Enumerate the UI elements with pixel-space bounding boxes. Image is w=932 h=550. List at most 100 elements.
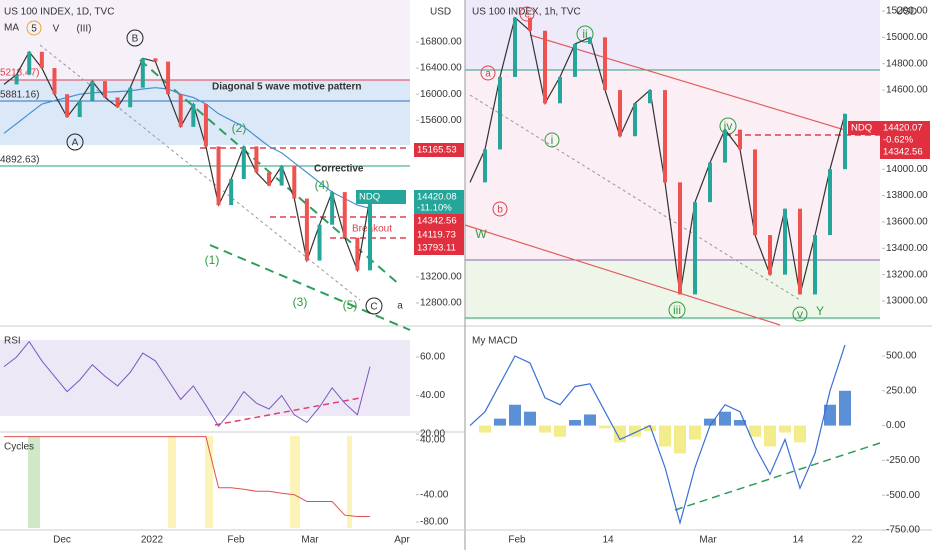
tag (880, 133, 930, 147)
histogram-bar (569, 420, 581, 426)
trendline (209, 244, 411, 331)
x-label: Apr (394, 535, 410, 546)
series-line (3, 87, 371, 209)
annotation: Breakout (352, 224, 392, 235)
candle (618, 90, 622, 137)
histogram-bar (794, 425, 806, 443)
currency: USD (430, 7, 451, 18)
wave-circle (365, 297, 383, 315)
x-label: 14 (792, 535, 804, 546)
histogram-bar (824, 404, 836, 426)
candle (279, 165, 284, 186)
tick-label: 20.00 (420, 429, 445, 440)
candle (203, 103, 208, 147)
trendline (674, 442, 881, 511)
title: US 100 INDEX, 1D, TVC (4, 7, 114, 18)
tag-text: -11.10% (417, 203, 452, 214)
tick-label: 13400.00 (886, 243, 928, 254)
candle (648, 90, 652, 104)
wave-label: (1) (205, 253, 220, 267)
candle (140, 58, 145, 88)
wave-circle (66, 133, 84, 151)
candle (543, 30, 547, 104)
level-label: 5218.47) (0, 68, 39, 79)
tick-label: 13200.00 (886, 269, 928, 280)
wave-label: C (370, 302, 377, 313)
tick-label: -750.00 (886, 525, 920, 536)
wave-label: v (797, 307, 803, 321)
tag (356, 190, 406, 204)
candle (330, 192, 335, 225)
candle (573, 43, 577, 77)
candle (558, 76, 562, 104)
candle (483, 149, 487, 183)
tag (414, 214, 464, 228)
candle (27, 51, 32, 75)
series-line (469, 16, 846, 295)
tick-label: -40.00 (420, 489, 449, 500)
channel (464, 224, 781, 326)
tick-label: 14600.00 (886, 85, 928, 96)
tick-label: 12800.00 (420, 298, 462, 309)
tick-label: 13000.00 (886, 296, 928, 307)
histogram-bar (779, 425, 791, 433)
candle (368, 197, 372, 271)
annotation: Corrective (314, 164, 364, 175)
candle (241, 146, 246, 180)
wave-label: Y (816, 304, 824, 318)
tag-text: NDQ (359, 192, 380, 203)
tag-text: NDQ (851, 123, 872, 134)
candle (843, 113, 847, 170)
candle (39, 51, 44, 69)
histogram-bar (749, 425, 761, 437)
wave-label: W (475, 227, 487, 241)
candle (738, 129, 742, 150)
histogram-bar (494, 418, 506, 426)
tick-label: 16000.00 (420, 89, 462, 100)
candle (783, 208, 787, 275)
candle (304, 198, 309, 261)
tick-label: 40.00 (420, 390, 445, 401)
zone (465, 0, 880, 70)
wave-label: 5 (31, 24, 37, 35)
tag-text: 14119.73 (417, 230, 456, 241)
wave-label: iii (673, 303, 681, 317)
wave-label: iv (724, 119, 733, 133)
wave-circle (668, 301, 686, 319)
tick-label: 13600.00 (886, 217, 928, 228)
wave-circle (492, 201, 508, 217)
wave-circle (576, 25, 594, 43)
candle (498, 76, 502, 150)
tick-label: 250.00 (886, 385, 917, 396)
histogram-bar (599, 425, 611, 429)
candle (693, 202, 697, 295)
tick-label: 0.00 (886, 420, 906, 431)
tick-label: 13800.00 (886, 190, 928, 201)
tick-label: 15000.00 (886, 32, 928, 43)
x-label: 2022 (141, 535, 164, 546)
annotation: Diagonal 5 wave motive pattern (212, 82, 362, 93)
tick-label: -250.00 (886, 455, 920, 466)
candle (191, 103, 196, 127)
tick-label: 500.00 (886, 351, 917, 362)
tick-label: 14800.00 (886, 58, 928, 69)
series-line (469, 344, 846, 526)
tick-label: -500.00 (886, 490, 920, 501)
wave-label: (3) (293, 295, 308, 309)
x-label: Feb (508, 535, 526, 546)
candle (588, 37, 592, 44)
candle (342, 192, 347, 238)
candle (254, 146, 259, 173)
wave-circle (480, 65, 496, 81)
wave-label: (III) (77, 24, 92, 35)
tick-label: 16400.00 (420, 63, 462, 74)
candle (813, 235, 817, 295)
candle (768, 235, 772, 275)
x-label: 22 (851, 535, 863, 546)
wave-label: A (72, 138, 79, 149)
candle (77, 100, 82, 118)
tick-label: 60.00 (420, 352, 445, 363)
trendline (469, 94, 801, 301)
pane-label: RSI (4, 336, 21, 347)
